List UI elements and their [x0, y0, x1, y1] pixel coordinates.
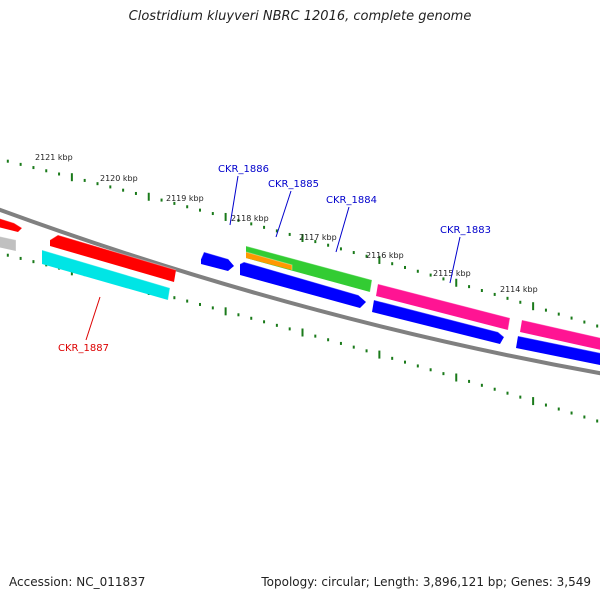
gene-label-layer: CKR_1886 CKR_1885 CKR_1884 CKR_1883 CKR_1887 [58, 164, 491, 354]
feature-gray-edge [0, 236, 16, 251]
feature-red [50, 235, 176, 282]
feature-blue-3 [516, 336, 600, 365]
feature-cyan [42, 250, 170, 300]
feature-blue-2 [372, 300, 504, 344]
scale-label: 2121 kbp [35, 153, 73, 162]
scale-label: 2117 kbp [299, 233, 337, 242]
feature-magenta-2-highlight [521, 319, 600, 339]
feature-magenta-1 [376, 284, 510, 330]
feature-cyan-highlight [41, 249, 171, 301]
leader-line-ckr-1887 [85, 296, 101, 341]
feature-orange-highlight [245, 251, 293, 270]
leader-line-ckr-1886 [229, 175, 239, 226]
feature-gray-edge-highlight [0, 235, 17, 251]
gene-label-ckr-1886: CKR_1886 [218, 164, 269, 175]
leader-line-ckr-1884 [335, 206, 350, 253]
feature-blue-long [240, 262, 366, 308]
feature-magenta-2 [520, 320, 600, 350]
feature-blue-3-highlight [517, 335, 600, 354]
feature-magenta-1-highlight [377, 283, 511, 331]
gene-label-ckr-1883: CKR_1883 [440, 225, 491, 236]
feature-blue-long-highlight [239, 261, 359, 296]
scale-label: 2120 kbp [100, 174, 138, 183]
feature-blue-small-highlight [200, 251, 229, 260]
feature-green [246, 246, 372, 292]
genome-backbone [0, 207, 600, 376]
gene-label-ckr-1885: CKR_1885 [268, 179, 319, 190]
scale-label: 2119 kbp [166, 194, 204, 203]
feature-green-highlight [245, 245, 373, 293]
tick-layer [6, 159, 599, 423]
feature-red-edge [0, 218, 22, 232]
scale-label: 2118 kbp [231, 214, 269, 223]
feature-red-edge-highlight [0, 218, 23, 229]
genome-summary-text: Topology: circular; Length: 3,896,121 bp… [261, 575, 591, 589]
gene-label-ckr-1887: CKR_1887 [58, 343, 109, 354]
feature-layer [0, 218, 600, 365]
leader-line-ckr-1885 [275, 190, 292, 238]
feature-blue-small [201, 252, 234, 271]
leader-line-ckr-1883 [449, 236, 461, 284]
backbone-layer [0, 207, 600, 376]
scale-label: 2114 kbp [500, 285, 538, 294]
page-title: Clostridium kluyveri NBRC 12016, complet… [128, 9, 472, 24]
gene-label-ckr-1884: CKR_1884 [326, 195, 377, 206]
feature-orange [246, 252, 292, 270]
scale-label: 2116 kbp [366, 251, 404, 260]
feature-red-highlight [49, 234, 177, 271]
accession-text: Accession: NC_011837 [9, 575, 146, 589]
feature-blue-2-highlight [373, 299, 505, 338]
